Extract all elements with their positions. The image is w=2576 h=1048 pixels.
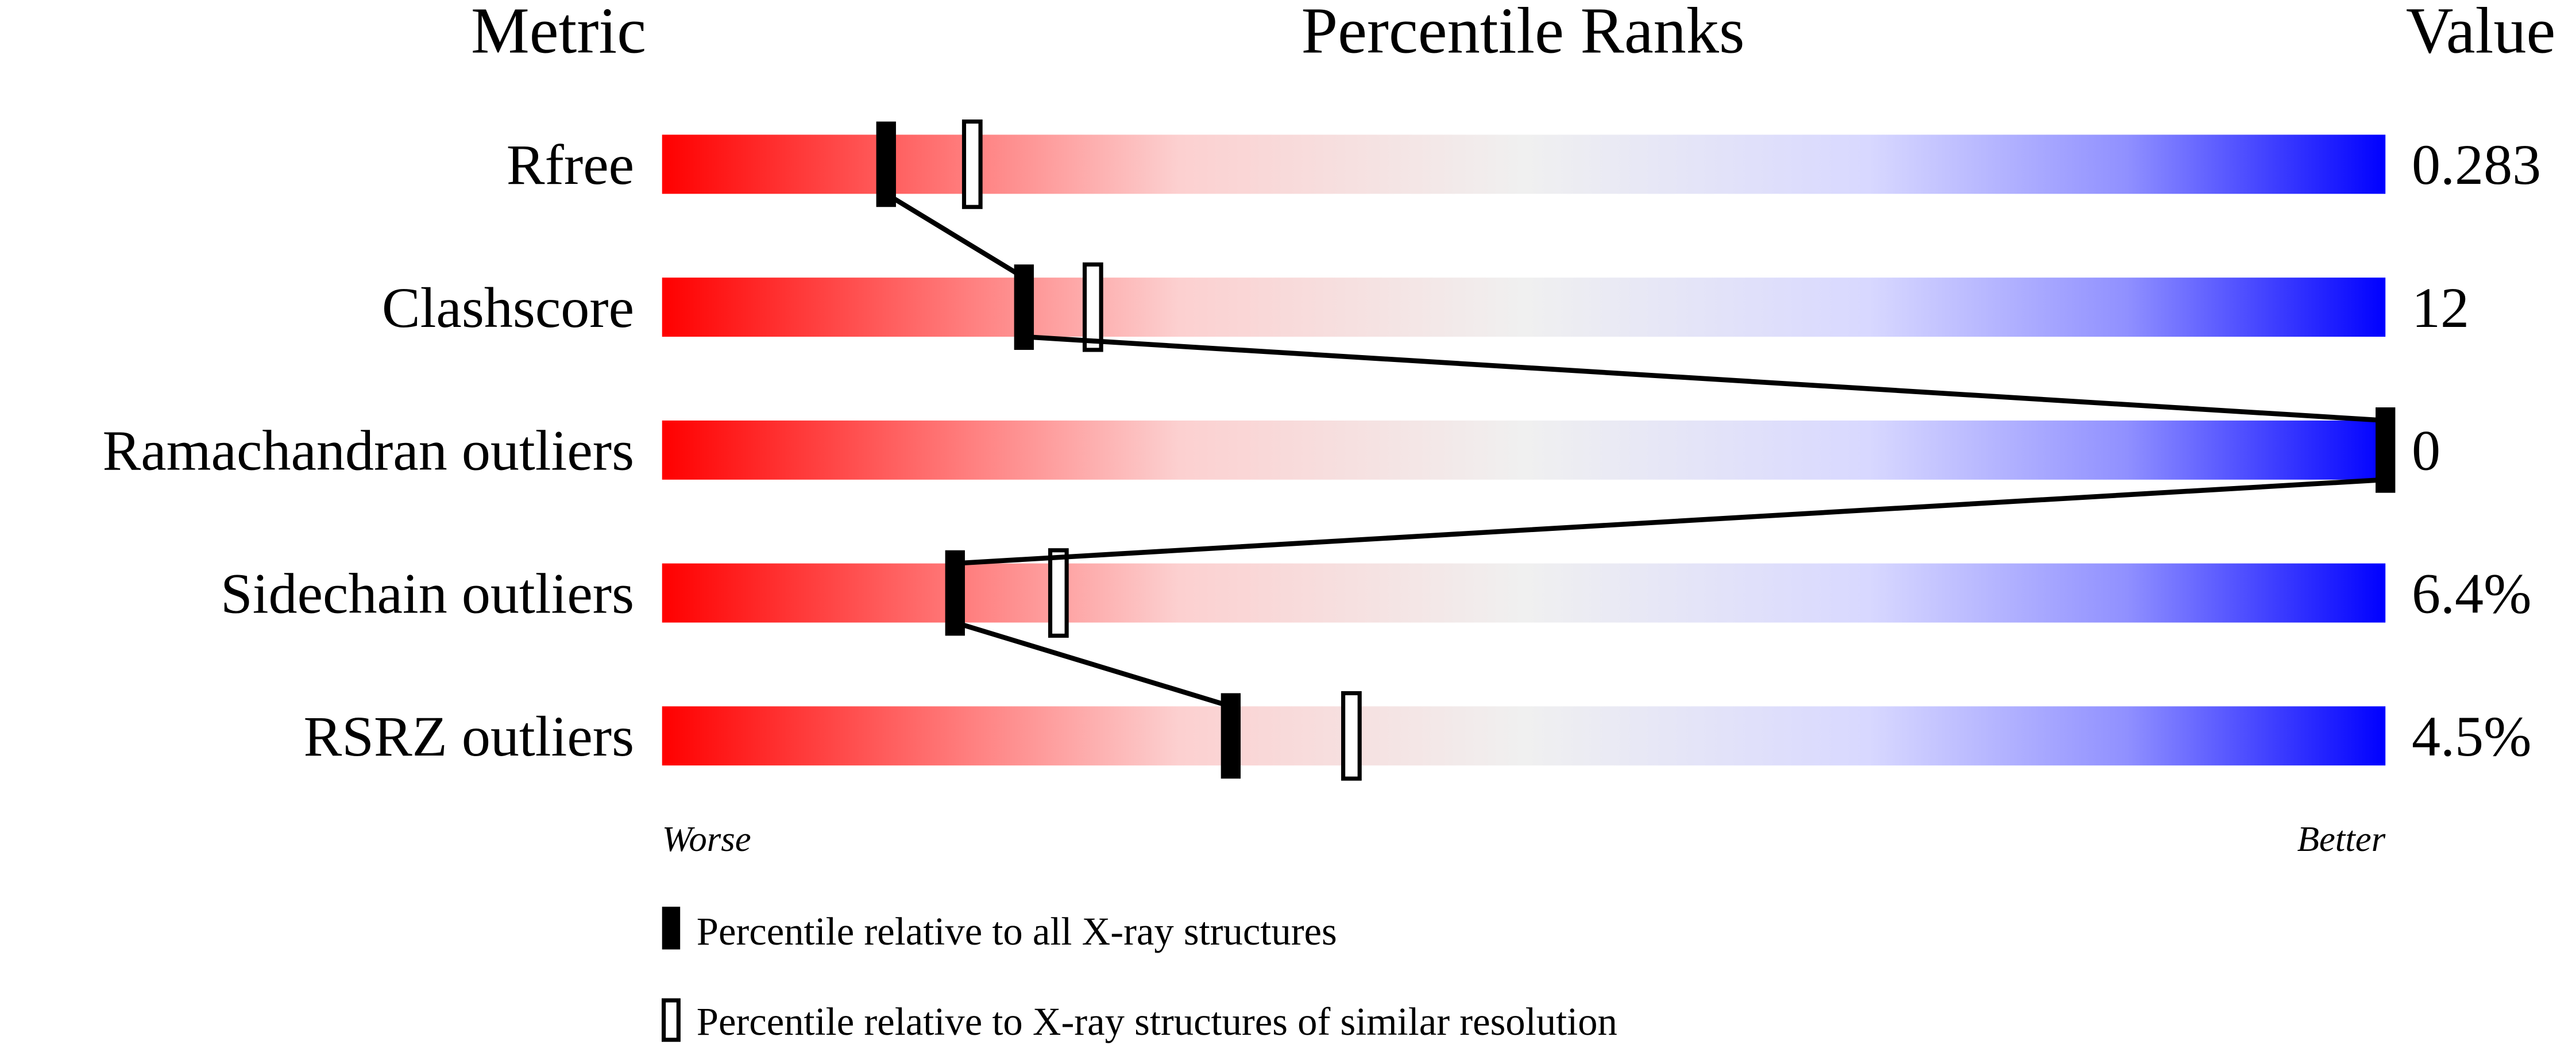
legend-open-label: Percentile relative to X-ray structures … [697, 1000, 1617, 1043]
metric-value: 6.4% [2412, 561, 2532, 625]
marker-similar-resolution [961, 119, 983, 209]
marker-all-structures [1014, 264, 1034, 350]
header-percentile-ranks: Percentile Ranks [1301, 0, 1745, 67]
legend-open-marker [661, 998, 681, 1042]
metric-label: RSRZ outliers [303, 704, 634, 768]
metric-label: Sidechain outliers [221, 561, 634, 625]
worse-label: Worse [662, 819, 751, 859]
percentile-bar [662, 706, 2386, 766]
header-value: Value [2406, 0, 2555, 67]
marker-all-structures [1221, 693, 1241, 779]
metric-value: 0 [2412, 419, 2440, 483]
metric-label: Ramachandran outliers [102, 419, 634, 483]
legend-filled-marker [662, 907, 681, 950]
better-label: Better [2297, 819, 2385, 859]
metric-value: 12 [2412, 276, 2469, 340]
header-metric: Metric [471, 0, 646, 67]
percentile-bar [662, 278, 2386, 337]
metric-label: Rfree [507, 133, 634, 196]
percentile-bar [662, 563, 2386, 623]
percentile-bar [662, 420, 2386, 480]
marker-similar-resolution [1048, 548, 1069, 638]
legend-filled-label: Percentile relative to all X-ray structu… [697, 910, 1337, 953]
metric-value: 4.5% [2412, 704, 2532, 768]
metric-label: Clashscore [382, 276, 634, 340]
marker-all-structures [876, 121, 896, 207]
marker-all-structures [2376, 407, 2396, 493]
marker-similar-resolution [1082, 262, 1103, 352]
marker-all-structures [945, 550, 965, 636]
marker-similar-resolution [1341, 691, 1362, 781]
metric-value: 0.283 [2412, 133, 2541, 196]
percentile-bar [662, 134, 2386, 194]
